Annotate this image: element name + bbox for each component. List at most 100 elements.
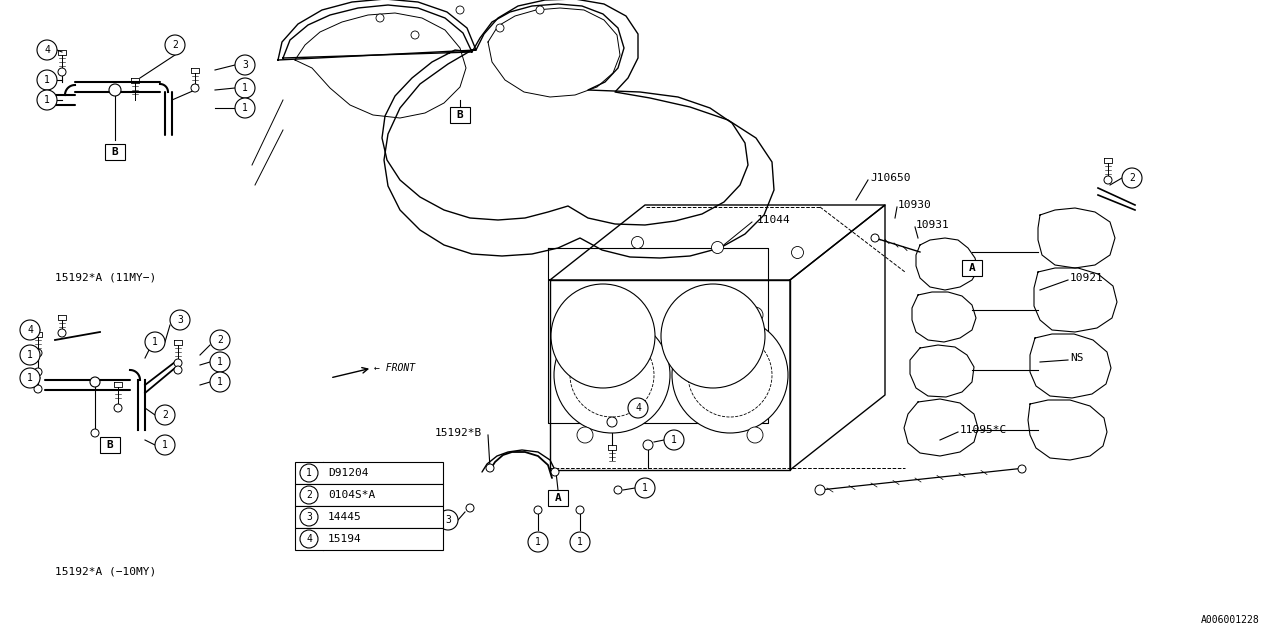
Circle shape (791, 246, 804, 259)
Text: A: A (554, 493, 562, 503)
Text: 4: 4 (306, 534, 312, 544)
Text: 1: 1 (218, 357, 223, 367)
Circle shape (109, 84, 122, 96)
Circle shape (58, 68, 67, 76)
Text: 10921: 10921 (1070, 273, 1103, 283)
Circle shape (748, 307, 763, 323)
Circle shape (35, 368, 42, 376)
Text: 15192*A (−10MY): 15192*A (−10MY) (55, 567, 156, 577)
Text: A006001228: A006001228 (1201, 615, 1260, 625)
Circle shape (1103, 176, 1112, 184)
Circle shape (174, 359, 182, 367)
Circle shape (300, 530, 317, 548)
Circle shape (614, 486, 622, 494)
Circle shape (210, 352, 230, 372)
Text: 1: 1 (218, 377, 223, 387)
Circle shape (155, 405, 175, 425)
Bar (294, 462, 443, 484)
Text: 1: 1 (671, 435, 677, 445)
Circle shape (870, 234, 879, 242)
Circle shape (628, 398, 648, 418)
Text: 2: 2 (172, 40, 178, 50)
Text: D91204: D91204 (328, 468, 369, 478)
Circle shape (529, 532, 548, 552)
Text: 15194: 15194 (328, 534, 362, 544)
Circle shape (155, 435, 175, 455)
Text: 15192*B: 15192*B (435, 428, 483, 438)
Circle shape (37, 90, 58, 110)
Text: 1: 1 (152, 337, 157, 347)
Text: 11095*C: 11095*C (960, 425, 1007, 435)
Circle shape (456, 6, 465, 14)
Text: 1: 1 (27, 373, 33, 383)
Text: B: B (457, 110, 463, 120)
Text: 10930: 10930 (899, 200, 932, 210)
Bar (963, 260, 982, 276)
Text: A: A (969, 263, 975, 273)
Circle shape (672, 317, 788, 433)
Circle shape (712, 241, 723, 253)
Circle shape (554, 317, 669, 433)
Circle shape (815, 485, 826, 495)
Text: 2: 2 (163, 410, 168, 420)
Circle shape (576, 506, 584, 514)
Text: 14445: 14445 (328, 512, 362, 522)
Circle shape (411, 31, 419, 39)
Circle shape (1123, 168, 1142, 188)
Circle shape (300, 464, 317, 482)
Circle shape (35, 385, 42, 393)
Circle shape (35, 349, 42, 357)
Circle shape (236, 98, 255, 118)
Circle shape (550, 284, 655, 388)
Bar (294, 484, 443, 506)
Text: 1: 1 (44, 95, 50, 105)
Text: 1: 1 (27, 350, 33, 360)
Circle shape (748, 427, 763, 443)
Circle shape (236, 55, 255, 75)
Text: 11044: 11044 (756, 215, 791, 225)
Circle shape (550, 468, 559, 476)
Circle shape (236, 78, 255, 98)
Circle shape (664, 430, 684, 450)
Text: 2: 2 (218, 335, 223, 345)
Bar (451, 107, 470, 123)
Circle shape (300, 486, 317, 504)
Text: 1: 1 (242, 103, 248, 113)
Circle shape (300, 508, 317, 526)
Circle shape (486, 464, 494, 472)
Text: 2: 2 (306, 490, 312, 500)
Text: 1: 1 (44, 75, 50, 85)
Circle shape (635, 478, 655, 498)
Circle shape (37, 70, 58, 90)
Text: 0104S*A: 0104S*A (328, 490, 375, 500)
Text: 4: 4 (27, 325, 33, 335)
Circle shape (90, 377, 100, 387)
Circle shape (170, 310, 189, 330)
Circle shape (577, 307, 593, 323)
Circle shape (37, 40, 58, 60)
Circle shape (570, 532, 590, 552)
Text: 15192*A (11MY−): 15192*A (11MY−) (55, 273, 156, 283)
Circle shape (58, 329, 67, 337)
Circle shape (20, 320, 40, 340)
Bar (100, 437, 120, 453)
Bar (294, 528, 443, 550)
Text: NS: NS (1070, 353, 1083, 363)
Circle shape (174, 366, 182, 374)
Text: B: B (106, 440, 114, 450)
Circle shape (607, 417, 617, 427)
Text: 3: 3 (177, 315, 183, 325)
Text: 1: 1 (643, 483, 648, 493)
Text: 1: 1 (577, 537, 582, 547)
Text: 4: 4 (44, 45, 50, 55)
Circle shape (210, 372, 230, 392)
Text: 1: 1 (306, 468, 312, 478)
Circle shape (497, 24, 504, 32)
Text: 1: 1 (163, 440, 168, 450)
Text: B: B (111, 147, 118, 157)
Text: 3: 3 (445, 515, 451, 525)
Circle shape (1018, 465, 1027, 473)
Bar (105, 144, 125, 160)
Circle shape (438, 510, 458, 530)
Circle shape (631, 237, 644, 248)
